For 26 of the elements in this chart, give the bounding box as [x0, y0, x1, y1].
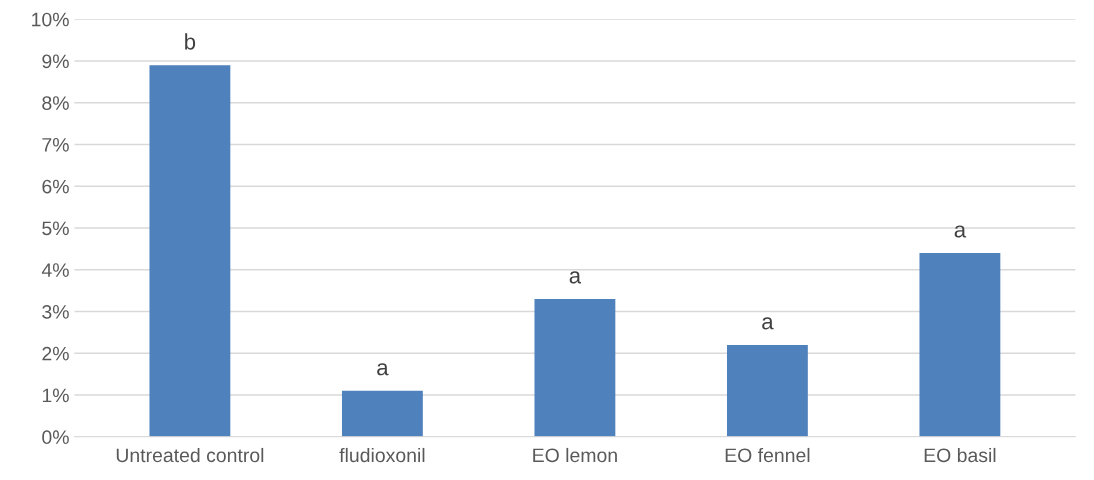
bar: [919, 253, 1001, 437]
y-tick-label: 10%: [32, 12, 69, 27]
bar: [534, 298, 616, 437]
y-tick-label: 8%: [42, 96, 69, 110]
annotation: a: [954, 225, 967, 238]
y-tick-label: 3%: [42, 304, 69, 319]
y-tick-label: 0%: [42, 430, 69, 445]
y-tick-label: 5%: [42, 221, 69, 236]
annotation: b: [185, 33, 196, 50]
x-tick-label: fludioxonil: [339, 447, 425, 463]
y-tick-label: 1%: [42, 388, 69, 403]
bar: [341, 390, 423, 437]
x-tick-label: EO basil: [924, 447, 996, 463]
y-tick-label: 7%: [42, 138, 69, 152]
y-tick-label: 9%: [42, 54, 69, 69]
annotation: a: [762, 317, 774, 330]
y-tick-label: 4%: [41, 263, 69, 277]
x-tick-label: EO fennel: [725, 447, 810, 463]
y-tick-label: 2%: [42, 346, 69, 361]
bar: [149, 65, 231, 437]
x-tick-label: EO lemon: [533, 447, 617, 463]
x-tick-label: Untreated control: [116, 447, 264, 463]
y-tick-label: 6%: [42, 179, 69, 194]
annotation: a: [377, 363, 389, 376]
bar: [726, 344, 808, 437]
annotation: a: [569, 271, 582, 284]
